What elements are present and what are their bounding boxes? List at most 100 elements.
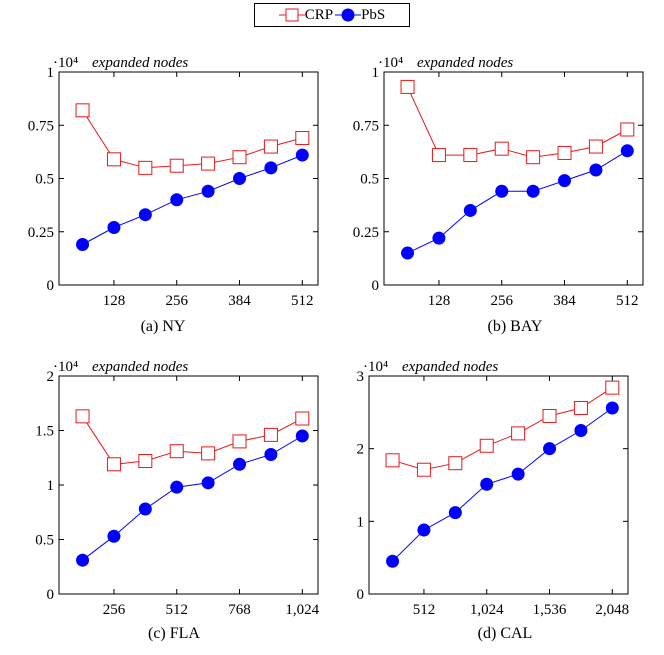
x-tick-label-ny: 256: [165, 293, 188, 309]
data-point-pbs-cal: [574, 424, 588, 437]
data-point-crp-bay: [431, 148, 446, 163]
data-point-pbs-ny: [201, 184, 215, 198]
data-point-pbs-bay: [463, 203, 477, 217]
data-point-pbs-fla: [107, 529, 121, 543]
data-point-pbs-ny: [138, 208, 152, 222]
x-tick-label-cal: 1,024: [470, 602, 504, 618]
axes-frame-fla: [58, 375, 319, 595]
x-tick-label-cal: 512: [413, 602, 436, 618]
legend-item-crp: CRP: [278, 6, 334, 24]
x-tick-label-fla: 1,024: [285, 602, 319, 618]
chart-title-fla: expanded nodes: [92, 359, 188, 375]
data-point-pbs-fla: [76, 553, 90, 567]
y-tick-label-cal: 2: [357, 442, 365, 458]
data-point-crp-cal: [511, 426, 526, 441]
data-point-pbs-fla: [138, 502, 152, 516]
data-point-crp-fla: [106, 457, 121, 472]
data-point-pbs-bay: [495, 184, 509, 198]
chart-fla: 0 0.5 1 1.5 2 256 512 768 1,024 ·10⁴ expanded node…: [35, 359, 319, 618]
data-point-crp-ny: [201, 156, 216, 171]
y-tick-label-cal: 1: [357, 514, 365, 530]
caption-fla: (c) FLA: [148, 625, 200, 642]
data-point-pbs-ny: [233, 172, 247, 185]
y-multiplier-bay: ·10⁴: [378, 55, 403, 71]
data-point-crp-fla: [295, 411, 310, 426]
x-tick-label-ny: 128: [103, 293, 126, 309]
y-tick-label-cal: 3: [357, 369, 365, 385]
data-point-crp-fla: [263, 427, 278, 442]
data-point-pbs-cal: [605, 401, 619, 415]
y-tick-label-ny: 0.25: [28, 225, 54, 241]
data-point-crp-cal: [385, 453, 400, 468]
data-point-crp-ny: [232, 150, 247, 165]
data-point-pbs-bay: [432, 231, 446, 245]
y-tick-label-fla: 1: [47, 478, 55, 494]
data-point-crp-fla: [169, 444, 184, 459]
data-point-crp-cal: [542, 408, 557, 423]
chart-title-cal: expanded nodes: [402, 359, 498, 375]
data-point-pbs-ny: [170, 193, 184, 207]
data-point-crp-cal: [605, 380, 620, 395]
data-point-pbs-bay: [620, 144, 634, 158]
x-tick-label-fla: 768: [228, 602, 251, 618]
data-point-pbs-ny: [76, 238, 90, 252]
data-point-crp-cal: [416, 462, 431, 477]
y-multiplier-fla: ·10⁴: [53, 359, 78, 375]
x-tick-label-bay: 256: [490, 293, 513, 309]
x-tick-label-fla: 512: [165, 602, 188, 618]
y-tick-label-ny: 0: [47, 278, 55, 294]
x-tick-label-bay: 384: [553, 293, 576, 309]
x-tick-label-bay: 512: [616, 293, 639, 309]
caption-ny: (a) NY: [140, 318, 186, 335]
y-tick-label-ny: 1: [47, 65, 55, 81]
axes-frame-ny: [58, 71, 319, 286]
legend-crp-label: CRP: [304, 6, 334, 23]
y-tick-label-fla: 2: [47, 369, 55, 385]
data-point-pbs-ny: [295, 148, 309, 162]
data-point-crp-fla: [201, 446, 216, 461]
data-point-pbs-cal: [386, 554, 400, 568]
y-multiplier-cal: ·10⁴: [363, 359, 388, 375]
data-point-crp-bay: [463, 148, 478, 163]
y-tick-label-bay: 0.5: [360, 172, 379, 188]
data-point-crp-bay: [557, 145, 572, 160]
y-multiplier-ny: ·10⁴: [53, 55, 78, 71]
data-point-crp-ny: [138, 160, 153, 175]
y-tick-label-bay: 0.25: [353, 225, 379, 241]
x-tick-label-cal: 1,536: [533, 602, 567, 618]
data-point-crp-cal: [479, 438, 494, 453]
legend-item-pbs: PbS: [335, 7, 385, 24]
legend-pbs-label: PbS: [361, 6, 386, 23]
y-tick-label-bay: 1: [372, 65, 380, 81]
chart-ny: 0 0.25 0.5 0.75 1 128 256 384 512 ·10⁴ expanded no…: [28, 55, 319, 309]
data-point-pbs-bay: [558, 174, 572, 188]
x-tick-label-cal: 2,048: [595, 602, 629, 618]
caption-bay: (b) BAY: [487, 318, 543, 335]
legend-pbs-marker-icon: [335, 8, 362, 22]
chart-bay: 0 0.25 0.5 0.75 1 128 256 384 512 ·10⁴ expanded no…: [353, 55, 644, 309]
y-tick-label-fla: 0: [47, 587, 55, 603]
x-tick-label-bay: 128: [428, 293, 451, 309]
data-point-crp-bay: [620, 122, 635, 137]
axes-frame-cal: [368, 375, 629, 595]
data-point-crp-ny: [263, 139, 278, 154]
data-point-pbs-cal: [448, 506, 462, 520]
data-point-crp-bay: [526, 150, 541, 165]
data-point-pbs-bay: [589, 163, 603, 177]
x-tick-label-ny: 512: [291, 293, 314, 309]
chart-cal: 0 1 2 3 512 1,024 1,536 2,048 ·10⁴ expanded nodes: [357, 359, 630, 618]
data-point-crp-cal: [573, 400, 588, 415]
data-point-pbs-cal: [480, 477, 494, 491]
data-point-crp-fla: [75, 409, 90, 424]
y-tick-label-fla: 0.5: [35, 533, 54, 549]
data-point-crp-bay: [400, 79, 415, 94]
data-point-pbs-fla: [201, 476, 215, 490]
data-point-pbs-cal: [511, 467, 525, 481]
data-point-pbs-ny: [107, 220, 121, 234]
y-tick-label-ny: 0.5: [35, 172, 54, 188]
data-point-crp-ny: [75, 103, 90, 118]
data-point-pbs-cal: [543, 442, 557, 456]
data-point-pbs-bay: [526, 184, 540, 198]
y-tick-label-ny: 0.75: [28, 118, 54, 134]
